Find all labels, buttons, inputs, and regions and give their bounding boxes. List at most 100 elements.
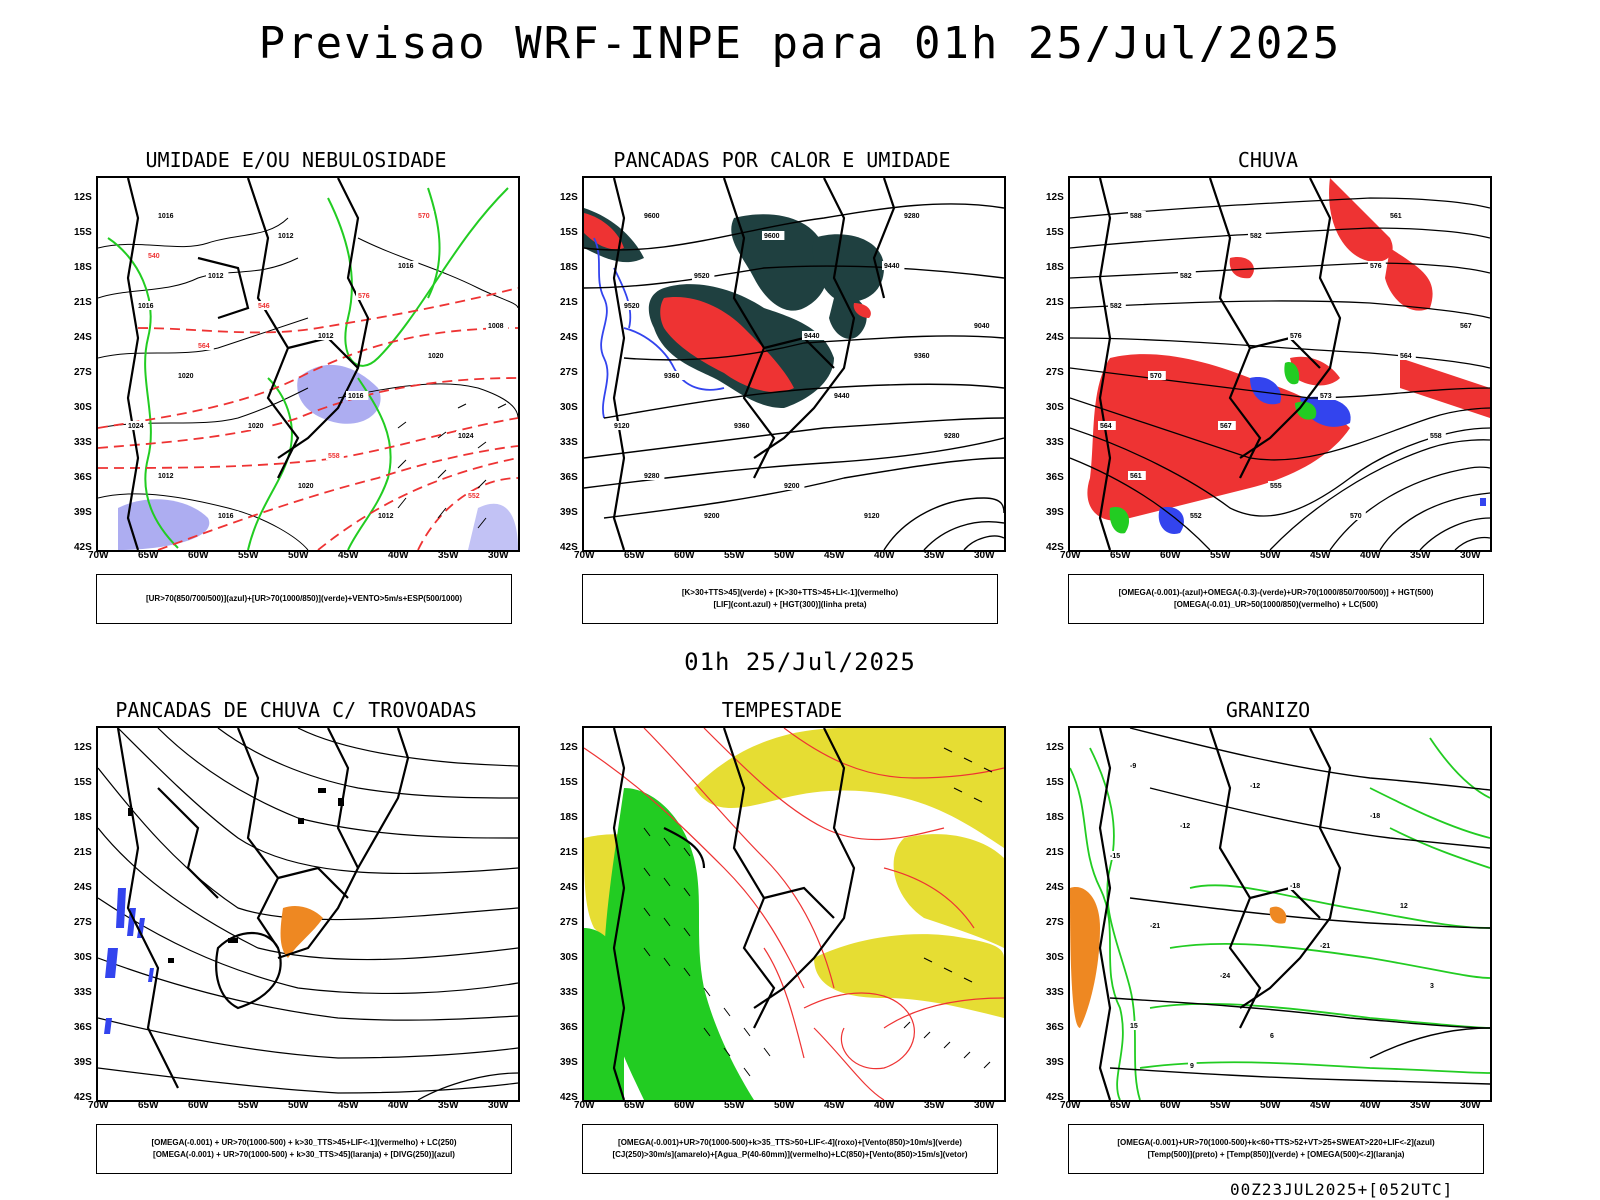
contour-label: 9280 bbox=[944, 433, 960, 440]
contour-label-bg bbox=[1128, 211, 1146, 220]
lat-tick-label: 15S bbox=[1046, 227, 1064, 238]
lat-tick-label: 36S bbox=[560, 1022, 578, 1033]
panel-legend: [K>30+TTS>45](verde) + [K>30+TTS>45+LI<-… bbox=[582, 574, 998, 624]
contour-label-bg bbox=[1128, 761, 1142, 770]
contour-label: 9040 bbox=[974, 323, 990, 330]
lat-tick-label: 33S bbox=[560, 437, 578, 448]
lat-tick-label: 24S bbox=[560, 882, 578, 893]
country-borders bbox=[1098, 728, 1342, 1100]
contour-label-bg bbox=[416, 211, 434, 220]
lon-tick-label: 30W bbox=[488, 1100, 509, 1111]
lat-tick-label: 42S bbox=[1046, 1092, 1064, 1103]
orange-omega bbox=[1070, 887, 1287, 1028]
panel-title: GRANIZO bbox=[1225, 698, 1311, 722]
contour-label-bg bbox=[296, 481, 319, 490]
axis-labels: 12S 15S 18S 21S 24S 27S 30S 33S 36S 39S 42S 70W 65W 6… bbox=[560, 148, 1002, 628]
lat-tick-label: 27S bbox=[560, 917, 578, 928]
panel-pancadas-calor: PANCADAS POR CALOR E UMIDADE bbox=[560, 148, 1006, 628]
lat-tick-label: 12S bbox=[560, 742, 578, 753]
lat-tick-label: 12S bbox=[1046, 192, 1064, 203]
lon-tick-label: 65W bbox=[1110, 550, 1131, 561]
contour-label: 576 bbox=[1370, 263, 1382, 270]
lon-tick-label: 30W bbox=[1460, 550, 1481, 561]
contour-label: 9360 bbox=[664, 373, 680, 380]
contour-label: 9 bbox=[1190, 1063, 1194, 1070]
axis-labels: 12S 15S 18S 21S 24S 27S 30S 33S 36S 39S 42S 70W 65W 6… bbox=[74, 148, 516, 628]
contour-label: 15 bbox=[1130, 1023, 1138, 1030]
lat-tick-label: 18S bbox=[1046, 812, 1064, 823]
contour-label: 567 bbox=[1220, 423, 1232, 430]
lat-tick-label: 12S bbox=[74, 742, 92, 753]
axis-labels: 12S 15S 18S 21S 24S 27S 30S 33S 36S 39S 42S 70W 65W 6… bbox=[1046, 148, 1488, 628]
contour-label-bg bbox=[376, 511, 399, 520]
lon-tick-label: 65W bbox=[1110, 1100, 1131, 1111]
axis-labels: 12S 15S 18S 21S 24S 27S 30S 33S 36S 39S 42S 70W 65W 6… bbox=[560, 698, 1002, 1178]
green-omega-regions bbox=[1109, 362, 1317, 534]
lon-tick-label: 55W bbox=[1210, 1100, 1231, 1111]
lat-tick-label: 24S bbox=[1046, 332, 1064, 343]
contour-label: 1008 bbox=[488, 323, 504, 330]
lon-tick-label: 30W bbox=[488, 550, 509, 561]
lon-tick-label: 70W bbox=[574, 550, 595, 561]
contour-label: 1016 bbox=[348, 393, 364, 400]
contour-label: 1012 bbox=[278, 233, 294, 240]
contour-label: 567 bbox=[1460, 323, 1472, 330]
contour-label-bg bbox=[912, 351, 935, 360]
lat-tick-label: 42S bbox=[74, 542, 92, 553]
lat-tick-label: 12S bbox=[560, 192, 578, 203]
contour-label-bg bbox=[1108, 851, 1126, 860]
map-pancadas-calor: 9600 9600 9520 9520 9440 9440 9360 9440 9360 9360… bbox=[582, 176, 1006, 552]
contour-label-bg bbox=[692, 271, 715, 280]
lat-tick-label: 30S bbox=[560, 952, 578, 963]
contour-label: 570 bbox=[418, 213, 430, 220]
contour-label-bg bbox=[1368, 811, 1386, 820]
contour-label: 540 bbox=[148, 253, 160, 260]
contour-label-bg bbox=[662, 371, 685, 380]
contour-label: 558 bbox=[328, 453, 340, 460]
lat-tick-label: 36S bbox=[1046, 1022, 1064, 1033]
map-graphic bbox=[584, 728, 1004, 1100]
lon-tick-label: 60W bbox=[1160, 1100, 1181, 1111]
contour-label-bg bbox=[802, 331, 825, 340]
lon-tick-label: 30W bbox=[1460, 1100, 1481, 1111]
lat-tick-label: 30S bbox=[1046, 402, 1064, 413]
lat-tick-label: 33S bbox=[1046, 437, 1064, 448]
contour-label-bg bbox=[1148, 921, 1166, 930]
contour-label-bg bbox=[466, 491, 484, 500]
panel-trovoadas: PANCADAS DE CHUVA C/ TROVOADAS bbox=[74, 698, 520, 1178]
lat-tick-label: 21S bbox=[74, 297, 92, 308]
lat-tick-label: 42S bbox=[560, 542, 578, 553]
contour-label: 552 bbox=[1190, 513, 1202, 520]
lat-tick-label: 18S bbox=[74, 812, 92, 823]
lon-tick-label: 70W bbox=[88, 1100, 109, 1111]
contour-label: -21 bbox=[1320, 943, 1330, 950]
contour-label: -18 bbox=[1370, 813, 1380, 820]
lat-tick-label: 15S bbox=[74, 777, 92, 788]
contour-label: 12 bbox=[1400, 903, 1408, 910]
contour-label: 582 bbox=[1250, 233, 1262, 240]
contour-label: 9520 bbox=[624, 303, 640, 310]
green-wind-regions bbox=[584, 788, 754, 1100]
contour-label-bg bbox=[732, 421, 755, 430]
contour-label: 561 bbox=[1130, 473, 1142, 480]
lon-tick-label: 40W bbox=[388, 550, 409, 561]
contour-label-bg bbox=[136, 301, 159, 310]
contour-label-bg bbox=[642, 471, 665, 480]
contour-label-bg bbox=[1318, 941, 1336, 950]
contour-label-bg bbox=[1178, 821, 1196, 830]
panel-title: PANCADAS DE CHUVA C/ TROVOADAS bbox=[115, 698, 477, 722]
black-temp500-contours bbox=[1109, 728, 1490, 1085]
axis-labels: 12S 15S 18S 21S 24S 27S 30S 33S 36S 39S 42S 70W 65W 6… bbox=[74, 698, 516, 1178]
contour-label-bg bbox=[456, 431, 479, 440]
contour-label-bg bbox=[1128, 1021, 1142, 1030]
lon-tick-label: 45W bbox=[824, 1100, 845, 1111]
contour-label-bg bbox=[1288, 331, 1306, 340]
lat-tick-label: 27S bbox=[74, 917, 92, 928]
lat-tick-label: 15S bbox=[560, 777, 578, 788]
legend-line-2: [OMEGA(-0.001) + UR>70(1000-500) + k>30_… bbox=[153, 1150, 455, 1159]
contour-label-bg bbox=[1248, 231, 1266, 240]
contour-label-bg bbox=[216, 511, 239, 520]
contour-label: 9600 bbox=[764, 233, 780, 240]
panel-tempestade: TEMPESTADE bbox=[560, 698, 1006, 1178]
contour-label-bg bbox=[1188, 511, 1206, 520]
